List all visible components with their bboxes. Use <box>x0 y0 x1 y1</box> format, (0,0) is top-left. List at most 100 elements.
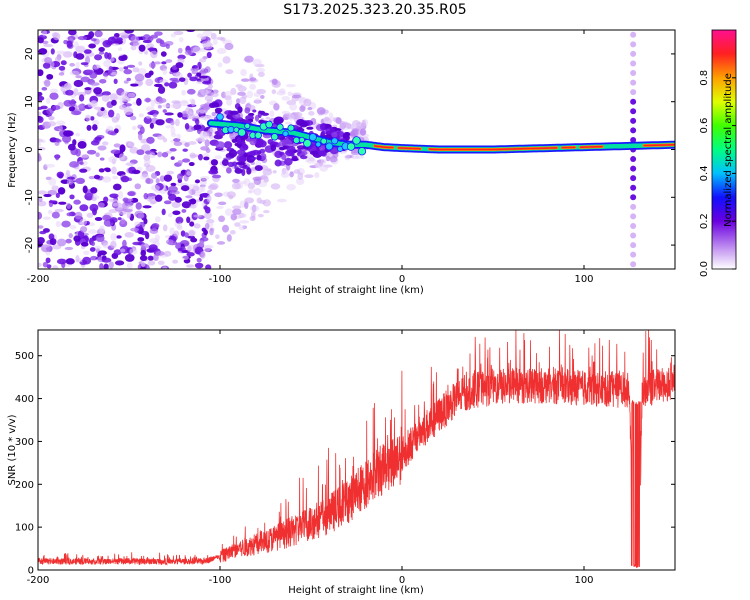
noise-blob <box>113 128 119 134</box>
noise-blob <box>238 180 247 185</box>
spike-blob <box>630 31 637 38</box>
noise-blob <box>155 177 160 184</box>
noise-blob <box>218 201 227 206</box>
ridge-bubble <box>346 142 356 151</box>
noise-blob <box>193 124 202 130</box>
noise-blob <box>259 148 266 154</box>
noise-blob <box>107 130 116 136</box>
noise-blob <box>56 50 66 55</box>
noise-blob <box>174 196 182 203</box>
noise-blob <box>270 183 281 190</box>
noise-blob <box>110 149 121 154</box>
noise-blob <box>110 233 118 241</box>
noise-blob <box>90 241 96 247</box>
noise-blob <box>94 106 102 110</box>
noise-blob <box>217 62 223 68</box>
noise-blob <box>186 216 191 224</box>
noise-blob <box>95 152 100 158</box>
noise-blob <box>119 98 125 106</box>
noise-blob <box>249 138 257 146</box>
noise-blob <box>286 112 292 120</box>
noise-blob <box>56 238 67 247</box>
noise-blob <box>42 40 49 45</box>
noise-blob <box>139 126 145 135</box>
ridge-bubble <box>216 113 224 121</box>
noise-blob <box>52 32 61 41</box>
snr-series-line <box>38 330 675 568</box>
noise-blob <box>232 205 242 210</box>
ridge-core <box>373 145 394 149</box>
noise-blob <box>43 79 51 87</box>
noise-blob <box>107 109 115 118</box>
noise-blob <box>189 154 200 158</box>
noise-blob <box>171 201 181 209</box>
spike-blob <box>630 156 637 163</box>
noise-blob <box>359 128 367 136</box>
noise-blob <box>42 261 49 268</box>
noise-blob <box>63 130 73 137</box>
noise-blob <box>150 34 159 39</box>
noise-blob <box>211 174 222 179</box>
noise-blob <box>109 93 118 101</box>
noise-blob <box>38 236 45 244</box>
noise-blob <box>280 171 290 179</box>
noise-blob <box>124 253 135 262</box>
noise-blob <box>95 234 105 243</box>
noise-blob <box>164 235 171 239</box>
noise-blob <box>201 202 206 207</box>
noise-blob <box>55 220 62 227</box>
noise-blob <box>170 104 178 109</box>
noise-blob <box>131 125 137 131</box>
noise-blob <box>97 202 105 208</box>
noise-blob <box>240 69 247 76</box>
noise-blob <box>361 119 366 126</box>
top-x-tick-label: -200 <box>27 274 50 285</box>
noise-blob <box>202 80 212 85</box>
noise-blob <box>321 130 326 136</box>
noise-blob <box>122 197 129 203</box>
noise-blob <box>69 225 77 230</box>
spike-blob <box>630 70 637 77</box>
noise-blob <box>129 248 138 255</box>
noise-blob <box>77 104 84 109</box>
noise-blob <box>239 220 250 224</box>
noise-blob <box>60 60 67 66</box>
noise-blob <box>173 141 183 147</box>
noise-blob <box>162 224 168 232</box>
ridge-bubble <box>303 139 312 148</box>
noise-blob <box>319 146 326 151</box>
noise-blob <box>89 247 96 252</box>
noise-blob <box>170 126 176 135</box>
top-y-tick-label: 20 <box>24 48 35 61</box>
noise-blob <box>79 218 88 226</box>
noise-blob <box>138 44 146 52</box>
noise-blob <box>200 185 206 192</box>
noise-blob <box>142 205 152 209</box>
noise-blob <box>79 168 88 173</box>
spike-blob <box>630 203 637 210</box>
noise-blob <box>276 198 287 203</box>
noise-blob <box>118 47 123 52</box>
noise-blob <box>226 191 236 199</box>
noise-blob <box>234 222 241 227</box>
noise-blob <box>38 91 43 97</box>
noise-blob <box>65 238 72 244</box>
noise-blob <box>94 136 102 141</box>
noise-blob <box>138 132 143 141</box>
noise-blob <box>166 170 175 175</box>
noise-blob <box>324 116 330 122</box>
noise-blob <box>81 241 89 247</box>
noise-blob <box>119 248 126 253</box>
bottom-x-tick-label: 0 <box>399 575 405 586</box>
noise-blob <box>56 171 64 178</box>
noise-blob <box>45 163 56 168</box>
noise-blob <box>137 81 143 86</box>
noise-blob <box>162 104 171 108</box>
noise-blob <box>196 72 202 77</box>
noise-blob <box>99 157 105 161</box>
noise-blob <box>90 140 100 146</box>
noise-blob <box>209 227 214 236</box>
noise-blob <box>90 82 100 86</box>
noise-blob <box>187 72 192 78</box>
